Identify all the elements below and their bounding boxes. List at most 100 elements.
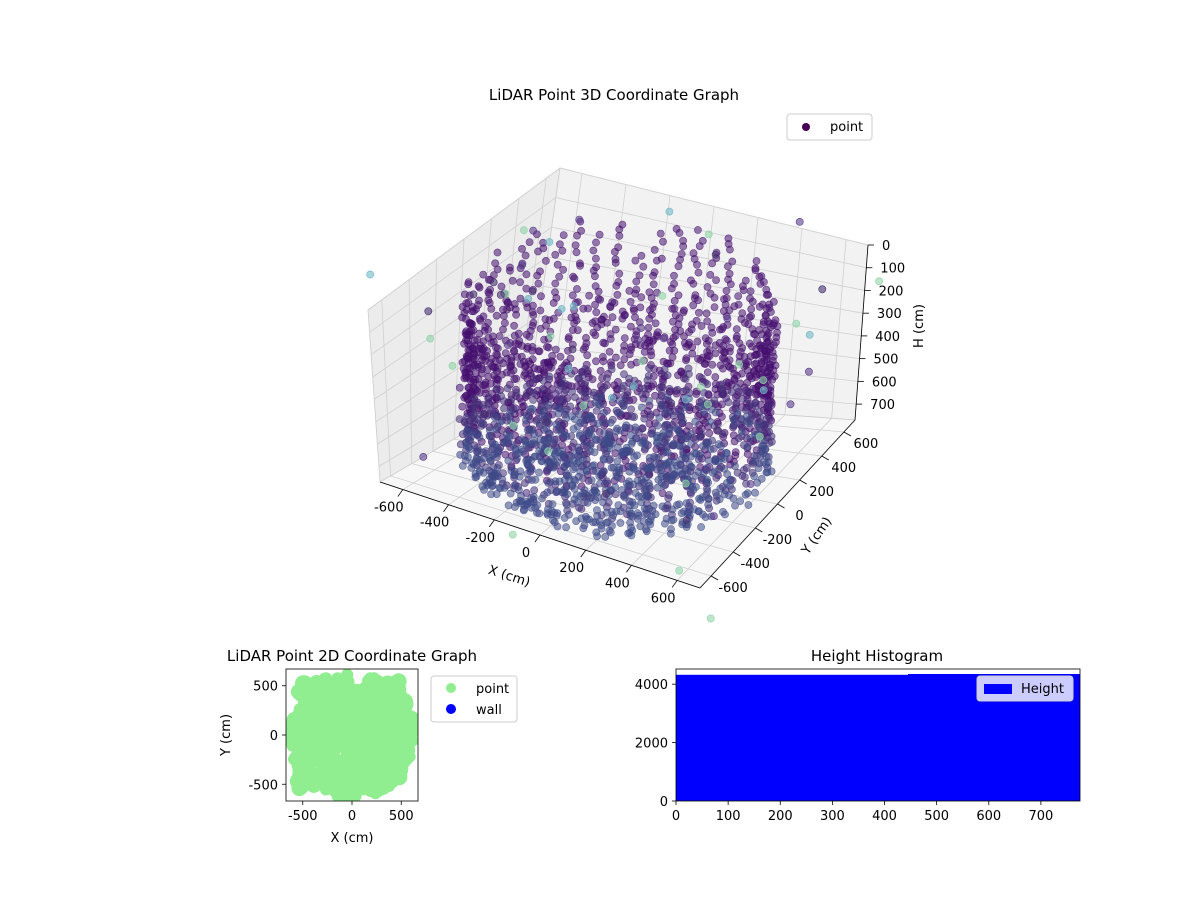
data-point-3d xyxy=(652,256,661,265)
data-point-3d xyxy=(607,365,616,374)
data-point-3d xyxy=(710,396,719,405)
data-point-3d xyxy=(712,276,720,284)
data-point-3d xyxy=(682,356,690,365)
data-point-3d xyxy=(751,266,760,275)
data-point-3d xyxy=(505,266,514,275)
data-point-3d xyxy=(585,291,593,300)
data-point-3d xyxy=(581,379,590,388)
data-point-3d xyxy=(520,501,529,510)
data-point-3d xyxy=(492,385,501,394)
data-point-3d xyxy=(634,492,643,501)
y-tick-mark-3d xyxy=(821,455,829,461)
data-point-3d xyxy=(738,427,746,436)
data-point-3d xyxy=(493,248,502,257)
y-tick-label-2d: 0 xyxy=(270,729,278,744)
data-point-3d xyxy=(671,331,680,340)
data-point-3d xyxy=(731,462,739,470)
data-point-3d xyxy=(647,347,655,356)
data-point-3d xyxy=(665,384,674,393)
data-point-3d-outlier xyxy=(818,285,827,294)
data-point-2d xyxy=(295,675,311,692)
data-point-3d xyxy=(746,434,755,442)
data-point-3d-outlier xyxy=(542,418,550,426)
grid-line-y xyxy=(381,299,712,577)
data-point-3d xyxy=(606,330,615,338)
data-point-3d xyxy=(544,479,553,487)
data-point-3d xyxy=(708,360,717,369)
data-point-3d xyxy=(668,353,677,362)
data-point-3d xyxy=(627,447,635,456)
data-point-3d xyxy=(571,241,580,250)
data-point-3d xyxy=(627,405,635,414)
data-point-3d xyxy=(553,509,562,518)
data-point-3d xyxy=(633,514,642,523)
data-point-3d xyxy=(653,438,662,446)
y-tick-label-3d: 0 xyxy=(795,509,803,524)
z-tick-label-3d: 300 xyxy=(877,307,902,322)
data-point-3d xyxy=(542,256,550,265)
data-point-3d xyxy=(739,286,748,295)
data-point-3d xyxy=(750,360,759,369)
data-point-3d xyxy=(500,319,509,327)
data-point-3d xyxy=(608,313,617,322)
histogram-title: Height Histogram xyxy=(811,647,943,665)
y-tick-label-3d: -400 xyxy=(740,557,770,572)
data-point-3d xyxy=(697,322,706,330)
data-point-3d xyxy=(534,279,543,288)
data-point-3d xyxy=(561,407,570,416)
data-point-3d xyxy=(560,463,569,471)
data-point-3d-outlier xyxy=(634,336,642,344)
data-point-3d xyxy=(705,346,714,354)
data-point-3d xyxy=(506,369,515,377)
data-point-3d xyxy=(534,247,542,256)
data-point-3d xyxy=(657,478,666,487)
data-point-3d xyxy=(585,429,593,437)
data-point-3d xyxy=(747,374,756,383)
x-tick-label-3d: 400 xyxy=(605,576,630,591)
data-point-3d xyxy=(755,302,764,311)
data-point-3d xyxy=(475,388,484,397)
x-tick-label-histogram: 400 xyxy=(872,809,897,824)
data-point-3d xyxy=(745,419,753,428)
data-point-3d xyxy=(767,467,776,476)
grid-line-z xyxy=(374,286,862,400)
data-point-3d xyxy=(548,351,556,360)
data-point-3d xyxy=(682,342,691,351)
data-point-3d xyxy=(575,409,583,418)
data-point-3d xyxy=(743,450,752,458)
data-point-3d-outlier xyxy=(545,238,554,246)
x-tick-label-2d: 500 xyxy=(389,809,414,824)
data-point-3d xyxy=(475,348,484,357)
data-point-3d xyxy=(759,441,767,450)
data-point-3d xyxy=(656,229,665,238)
data-point-3d xyxy=(714,440,723,448)
data-point-3d xyxy=(500,404,508,413)
x-ticks-histogram: 0 100 200 300 400 500 600 700 xyxy=(672,801,1053,824)
z-tick-label-3d: 100 xyxy=(880,262,905,277)
data-point-3d-outlier xyxy=(786,400,795,409)
data-point-3d xyxy=(543,488,552,497)
legend-2d-wall-marker xyxy=(446,704,456,714)
data-point-3d xyxy=(573,285,581,293)
data-point-3d xyxy=(670,271,678,280)
data-point-2d xyxy=(359,680,376,697)
data-point-3d xyxy=(589,246,598,255)
data-point-3d xyxy=(479,270,488,279)
data-point-3d xyxy=(492,425,501,434)
data-point-3d xyxy=(715,495,724,504)
data-point-3d xyxy=(677,410,685,419)
data-point-3d xyxy=(577,514,586,523)
data-point-3d xyxy=(503,384,512,393)
data-point-3d xyxy=(596,401,605,409)
y-tick-mark-3d xyxy=(755,527,763,533)
data-point-3d xyxy=(675,229,684,237)
data-point-3d-outlier xyxy=(496,290,505,299)
data-point-3d xyxy=(703,283,712,291)
data-point-3d xyxy=(562,432,571,441)
data-point-3d xyxy=(620,391,629,400)
data-point-3d xyxy=(676,255,684,264)
data-point-3d xyxy=(731,501,739,510)
data-point-3d xyxy=(625,374,633,383)
plot-3d: LiDAR Point 3D Coordinate Graph -600 -400… xyxy=(366,86,927,623)
data-point-3d xyxy=(636,522,645,531)
